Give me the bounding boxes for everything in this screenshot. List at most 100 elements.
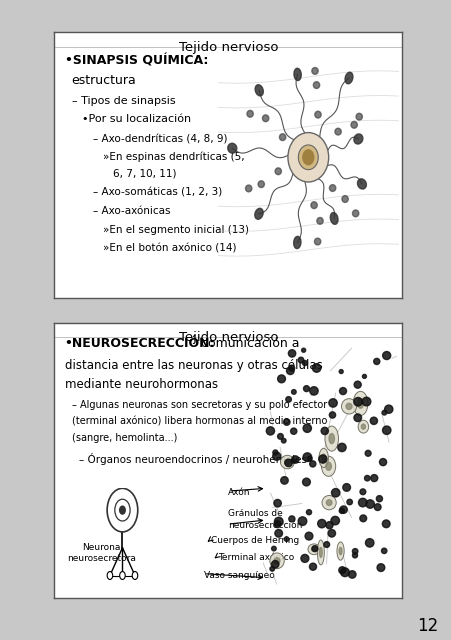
Point (360, 371, 367, 381)
Text: – Axo-somáticas (1, 2, 3): – Axo-somáticas (1, 2, 3) (92, 188, 221, 197)
Circle shape (302, 150, 313, 164)
Ellipse shape (357, 399, 363, 408)
Point (277, 374, 285, 384)
Text: – Órganos neuroendocrinos / neurohemales: – Órganos neuroendocrinos / neurohemales (78, 452, 306, 465)
Point (342, 483, 350, 493)
Text: – Tipos de sinapsis: – Tipos de sinapsis (71, 96, 175, 106)
Point (289, 456, 296, 466)
Point (305, 454, 313, 464)
Point (378, 457, 386, 467)
Point (329, 398, 336, 408)
Point (299, 345, 307, 355)
Point (353, 413, 360, 423)
Point (301, 554, 308, 564)
Point (270, 543, 277, 554)
Text: comunicación a: comunicación a (197, 337, 299, 350)
Ellipse shape (287, 132, 328, 182)
Ellipse shape (355, 113, 362, 120)
Point (337, 506, 345, 516)
Text: Tejido nervioso: Tejido nervioso (178, 332, 277, 344)
Text: »En espinas dendríticas (5,: »En espinas dendríticas (5, (103, 152, 244, 162)
Point (272, 451, 280, 461)
Ellipse shape (330, 212, 337, 225)
Point (298, 516, 305, 526)
Ellipse shape (254, 84, 263, 96)
Point (318, 518, 325, 529)
Ellipse shape (246, 110, 253, 117)
Ellipse shape (357, 420, 368, 433)
Point (305, 531, 312, 541)
Ellipse shape (245, 185, 251, 192)
Ellipse shape (357, 179, 366, 189)
Point (382, 351, 390, 361)
Point (273, 519, 281, 529)
Ellipse shape (280, 455, 294, 468)
Point (384, 404, 391, 414)
Ellipse shape (352, 391, 367, 415)
Ellipse shape (310, 202, 317, 209)
Text: •Por su localización: •Por su localización (82, 115, 191, 124)
Point (364, 448, 371, 458)
Ellipse shape (258, 180, 264, 188)
Ellipse shape (336, 542, 343, 560)
Text: – Algunas neuronas son secretoras y su polo efector: – Algunas neuronas son secretoras y su p… (71, 400, 326, 410)
Circle shape (107, 572, 112, 579)
Ellipse shape (328, 433, 334, 444)
Ellipse shape (326, 500, 331, 506)
Point (370, 473, 377, 483)
Ellipse shape (344, 72, 352, 84)
Point (308, 561, 316, 572)
Point (288, 514, 295, 524)
Ellipse shape (324, 426, 338, 451)
Text: Gránulos de: Gránulos de (228, 509, 282, 518)
Ellipse shape (317, 540, 323, 565)
Point (301, 358, 308, 368)
Text: distancia entre las neuronas y otras células: distancia entre las neuronas y otras cél… (64, 359, 322, 372)
Point (284, 394, 291, 404)
Point (268, 564, 275, 574)
Point (353, 380, 360, 390)
Ellipse shape (319, 547, 322, 557)
Circle shape (120, 506, 125, 514)
Ellipse shape (350, 122, 357, 128)
Text: Axón: Axón (228, 488, 250, 497)
Point (375, 493, 382, 504)
Text: Tejido nervioso: Tejido nervioso (178, 42, 277, 54)
Ellipse shape (314, 238, 320, 245)
Point (271, 447, 278, 458)
Point (362, 396, 369, 406)
Text: estructura: estructura (71, 74, 136, 88)
Point (331, 488, 339, 498)
Point (282, 534, 290, 544)
Point (302, 477, 309, 487)
Point (275, 516, 282, 527)
Point (341, 567, 348, 577)
Ellipse shape (314, 111, 321, 118)
Ellipse shape (262, 115, 268, 122)
Text: Neurona: Neurona (82, 543, 120, 552)
Text: Terminal axónico: Terminal axónico (217, 552, 294, 562)
Point (365, 538, 373, 548)
Ellipse shape (298, 145, 318, 170)
Point (271, 559, 278, 570)
Ellipse shape (279, 134, 285, 141)
Point (350, 550, 358, 561)
Ellipse shape (311, 547, 316, 552)
Ellipse shape (325, 462, 331, 470)
Point (354, 397, 361, 407)
Point (359, 513, 366, 524)
Ellipse shape (321, 456, 335, 476)
Ellipse shape (316, 218, 322, 224)
Ellipse shape (274, 557, 279, 564)
Ellipse shape (360, 424, 365, 429)
Point (276, 431, 283, 442)
Ellipse shape (307, 544, 319, 555)
Ellipse shape (334, 128, 341, 135)
Text: Vaso sanguíneo: Vaso sanguíneo (203, 570, 274, 579)
Point (313, 363, 320, 373)
Point (280, 476, 287, 486)
Point (288, 348, 295, 358)
Point (303, 452, 310, 462)
Point (302, 383, 309, 394)
Ellipse shape (338, 547, 341, 555)
